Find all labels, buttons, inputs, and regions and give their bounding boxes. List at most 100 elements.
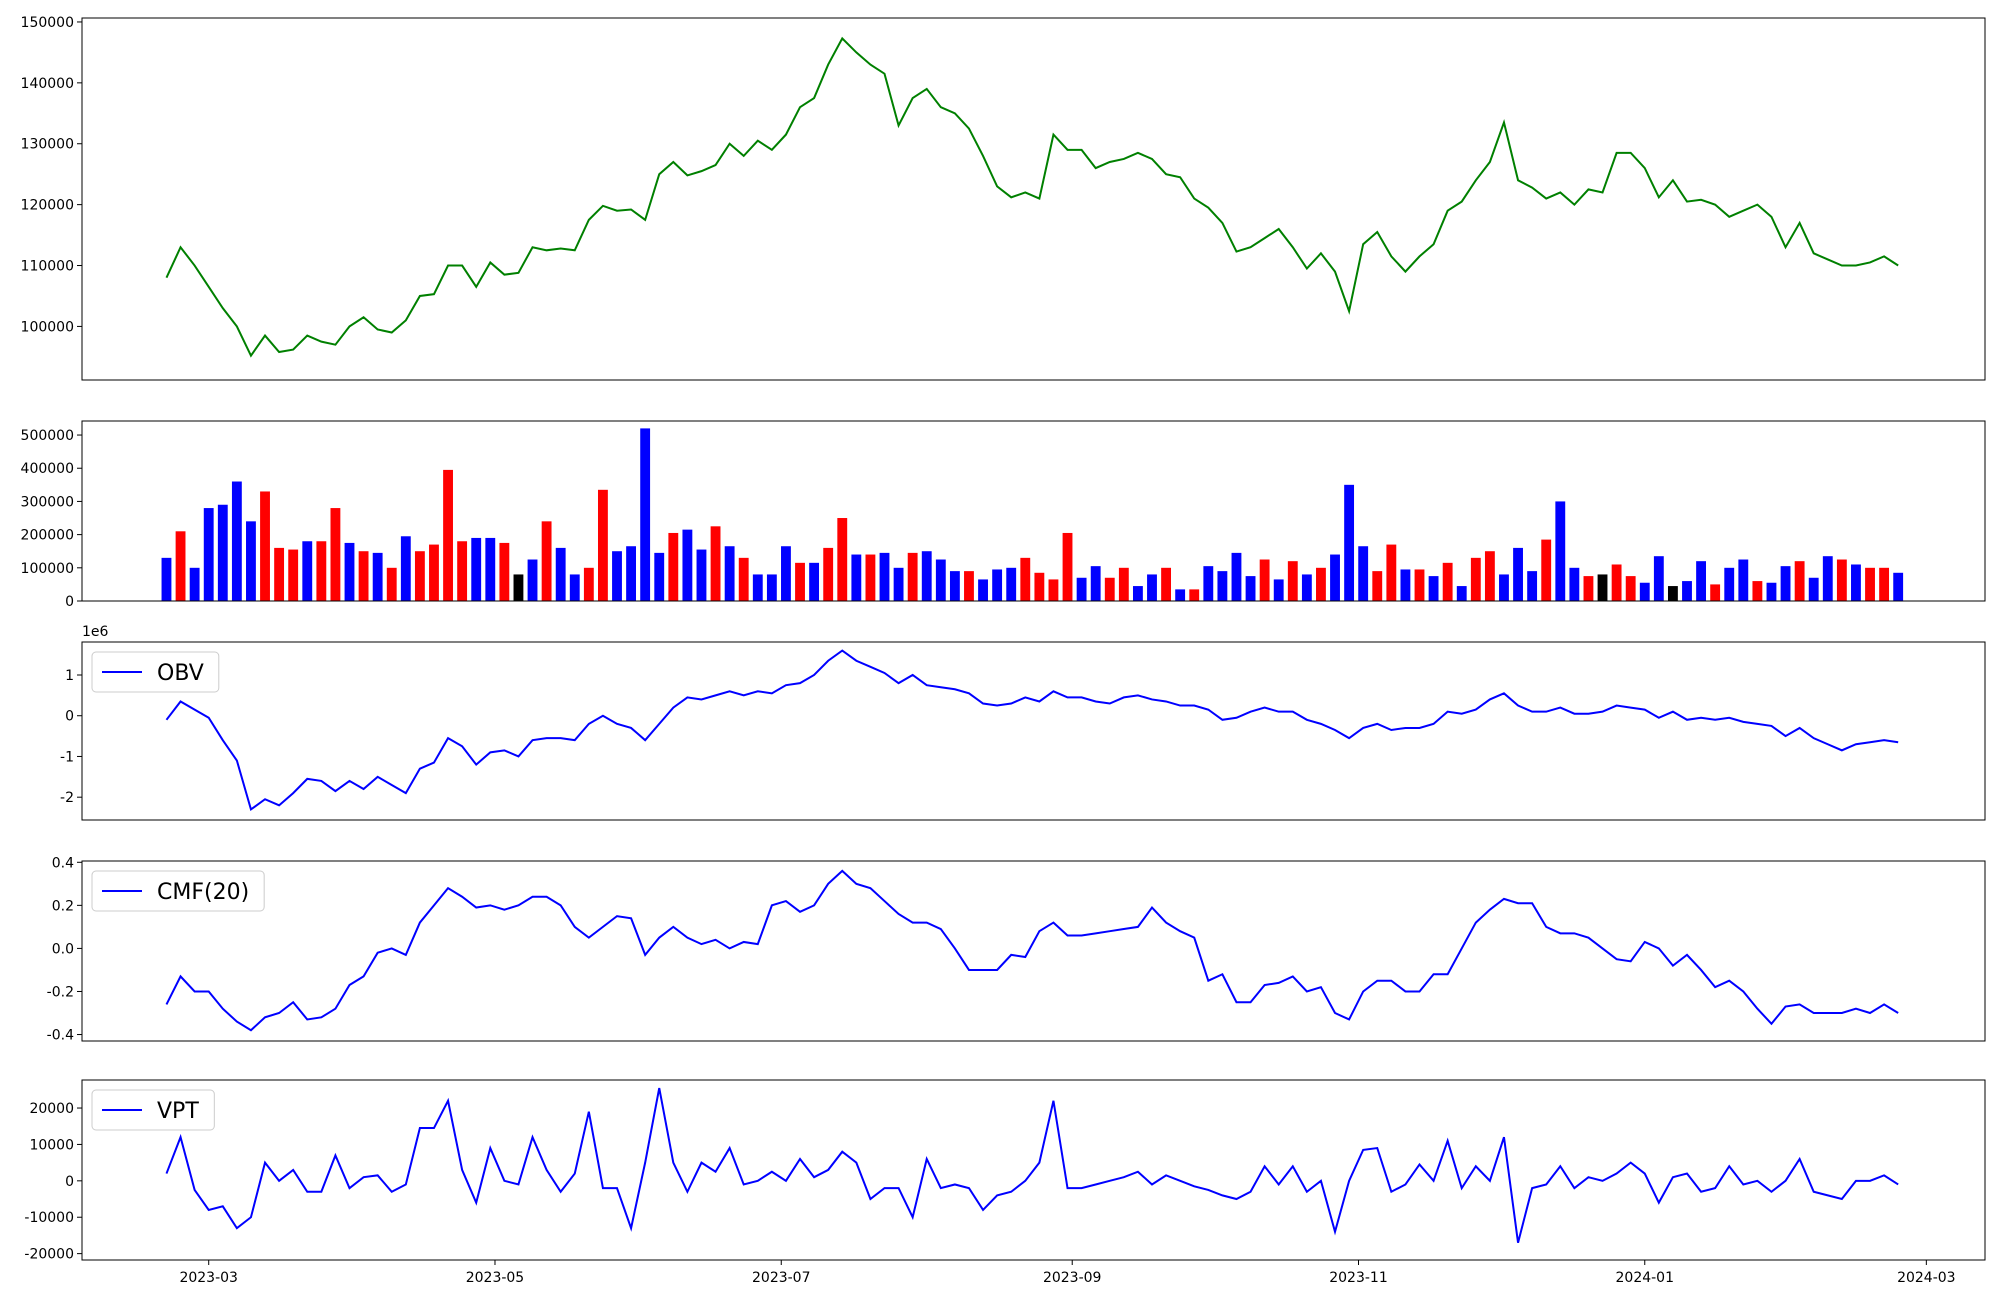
bar [246,521,256,601]
bar [1175,589,1186,601]
bar [795,562,805,601]
legend-label: CMF(20) [157,880,249,905]
y-tick-label: -1 [60,749,74,765]
bar [1132,586,1143,601]
line [165,869,1899,1032]
y-tick-label: 200000 [21,528,74,544]
bar [1682,581,1692,601]
bar [1428,576,1439,601]
bar [738,557,749,601]
bar [555,547,566,601]
bar [1513,547,1523,601]
axes-frame [81,860,1986,1042]
bar [569,574,580,601]
x-tick-label: 2023-11 [1329,1270,1388,1286]
bar [1020,557,1031,601]
legend: CMF(20) [91,870,265,912]
y-tick-label: 0.0 [52,941,74,957]
bar [1527,571,1538,601]
bar [1245,576,1256,601]
bar [1499,574,1509,601]
legend: VPT [91,1089,215,1131]
bar [1808,577,1819,601]
bar [781,546,791,601]
bar [823,547,834,601]
axes-frame [81,1079,1986,1261]
bar [1893,572,1904,601]
bar [330,508,341,601]
bar [1766,582,1777,601]
bar [1147,574,1157,601]
bar [1456,586,1467,601]
bar [1555,501,1566,601]
y-tick-label: 120000 [21,198,74,214]
bar [457,541,468,601]
x-tick-label: 2023-09 [1043,1270,1102,1286]
bar [1386,544,1397,601]
bar [949,571,960,601]
axes-frame [81,17,1986,381]
bar [358,551,369,601]
bar [1104,577,1115,601]
bar [893,567,904,601]
bar [513,574,524,601]
bar [1301,574,1312,601]
bar [161,557,172,601]
y-tick-label: 0.2 [52,898,74,914]
bar [1217,571,1228,601]
panel: -20000 -10000 0 10000 20000 2023-03 2023-05 202… [24,1079,1986,1286]
bar [1667,586,1678,601]
bar [640,428,651,601]
legend-box [91,1089,215,1131]
y-tick-label: 110000 [21,259,74,275]
panel: 100000 110000 120000 130000 140000 150000 [21,15,1986,381]
bar [1034,572,1045,601]
x-tick-label: 2023-05 [466,1270,525,1286]
bar [1076,577,1087,601]
bar [1583,576,1594,601]
bar [1048,579,1059,601]
y-tick-label: 400000 [21,461,74,477]
y-tick-label: 20000 [29,1101,74,1117]
panel: -0.4 -0.2 0.0 0.2 0.4 CMF(20) [47,855,1986,1044]
y-tick-label: 0 [65,594,74,610]
bar [302,541,313,601]
bar [724,546,735,601]
bar [992,569,1003,601]
bar [1090,566,1101,601]
bar [978,579,988,601]
bar [964,571,974,601]
bar [1231,552,1242,601]
bar [1330,554,1340,601]
bar [907,552,918,601]
bar [175,531,186,601]
bar [837,518,848,601]
y-tick-label: -2 [60,790,74,806]
bar [386,567,397,601]
bar [1696,561,1707,601]
bar [499,542,510,601]
x-tick-label: 2023-07 [752,1270,811,1286]
bar [809,562,820,601]
legend: OBV [91,651,220,693]
bar [231,481,242,601]
bar [1710,584,1721,601]
bar [879,552,890,601]
bar [1470,557,1481,601]
bar [1794,561,1805,601]
panel: 0 100000 200000 300000 400000 500000 [21,420,1986,610]
y-tick-label: 10000 [29,1137,74,1153]
bar [1062,532,1073,601]
bar [668,532,679,601]
bar [274,547,285,601]
bar [1372,571,1383,601]
bar [626,546,637,601]
bar [288,549,299,601]
bar [851,554,862,601]
y-tick-label: -0.2 [47,984,74,1000]
line [165,1087,1899,1243]
bar [541,521,552,601]
bar [344,542,355,601]
bar [1161,567,1172,601]
bar [921,551,932,601]
